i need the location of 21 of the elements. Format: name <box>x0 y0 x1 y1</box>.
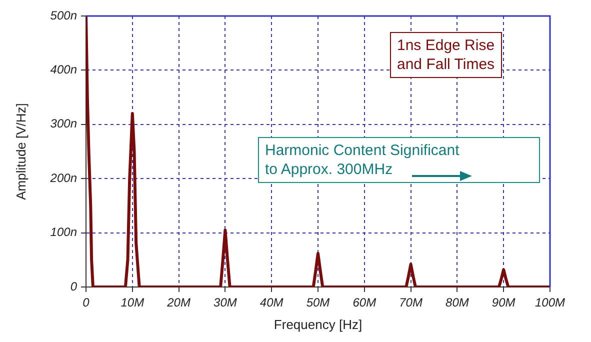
y-tick-label: 0 <box>70 279 78 294</box>
x-tick-label: 90M <box>492 296 516 310</box>
x-tick-label: 10M <box>120 296 144 310</box>
x-axis-title: Frequency [Hz] <box>274 316 362 332</box>
x-tick-label: 70M <box>399 296 422 310</box>
y-tick-label: 500n <box>50 8 78 22</box>
x-tick-label: 0 <box>82 296 90 310</box>
y-axis-title: Amplitude [V/Hz] <box>13 103 28 200</box>
y-tick-label: 300n <box>50 116 78 131</box>
text-box: Harmonic Content Significant to Approx. 300MHz <box>258 137 540 183</box>
y-tick-label: 200n <box>49 170 78 185</box>
x-tick-label: 100M <box>534 296 566 310</box>
text-box: 1ns Edge Rise and Fall Times <box>390 32 502 78</box>
y-tick-label: 400n <box>50 62 78 77</box>
x-tick-label: 30M <box>214 296 237 310</box>
x-tick-label: 50M <box>306 296 330 310</box>
x-tick-label: 20M <box>166 296 190 310</box>
x-tick-label: 60M <box>352 296 376 310</box>
x-tick-label: 80M <box>446 296 469 310</box>
x-tick-label: 40M <box>260 296 284 310</box>
y-tick-label: 100n <box>50 225 78 240</box>
